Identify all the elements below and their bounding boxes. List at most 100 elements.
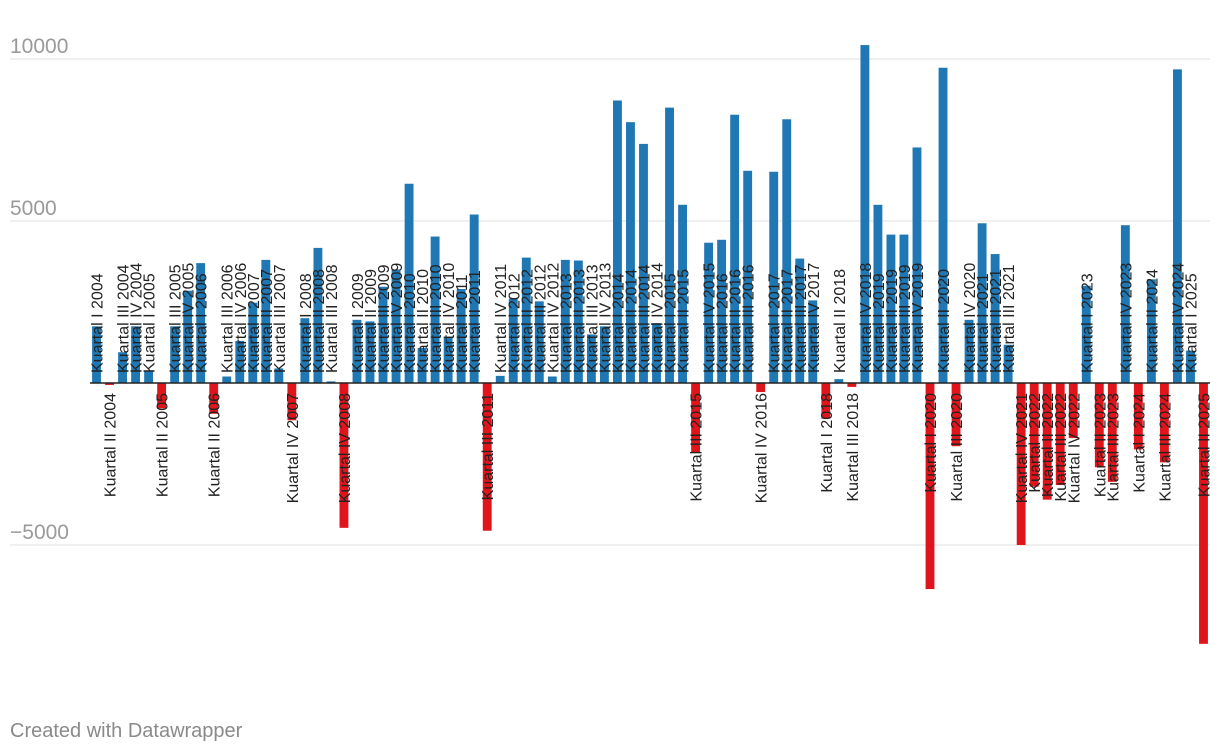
category-label: Kuartal I 2011 bbox=[454, 274, 471, 373]
category-label: Kuartal I 2017 bbox=[767, 273, 784, 373]
bar bbox=[183, 290, 193, 383]
category-label: Kuartal IV 2006 bbox=[233, 263, 250, 373]
bar bbox=[1016, 383, 1026, 545]
category-label: Kuartal IV 2013 bbox=[597, 263, 614, 373]
category-label: Kuartal I 2007 bbox=[246, 273, 263, 373]
bar bbox=[456, 289, 466, 383]
bar bbox=[287, 383, 297, 421]
bar bbox=[1029, 383, 1039, 487]
bar bbox=[417, 348, 427, 383]
category-label: Kuartal III 2005 bbox=[168, 264, 185, 373]
category-label: Kuartal I 2018 bbox=[819, 393, 836, 493]
category-label: Kuartal II 2024 bbox=[1144, 269, 1161, 373]
category-label: Kuartal I 2013 bbox=[558, 273, 575, 373]
bar bbox=[925, 383, 935, 590]
category-label: Kuartal III 2004 bbox=[116, 264, 133, 373]
y-tick-label: 10000 bbox=[10, 35, 68, 58]
category-label: Kuartal II 2009 bbox=[363, 269, 380, 373]
bar bbox=[1186, 350, 1195, 383]
category-label: Kuartal II 2010 bbox=[415, 269, 432, 373]
category-label: Kuartal I 2025 bbox=[1183, 273, 1200, 373]
category-label: Kuartal III 2019 bbox=[897, 264, 914, 373]
y-axis-tick-labels: 10000 5000 −5000 bbox=[10, 35, 69, 544]
bar bbox=[261, 259, 271, 383]
category-label: Kuartal IV 2017 bbox=[806, 263, 823, 373]
bar bbox=[209, 383, 219, 414]
bar bbox=[613, 100, 622, 383]
category-label: Kuartal II 2016 bbox=[728, 269, 745, 373]
bar bbox=[118, 352, 127, 383]
bar bbox=[912, 147, 922, 383]
category-label: Kuartal II 2017 bbox=[780, 269, 797, 373]
category-label: Kuartal I 2016 bbox=[715, 273, 732, 373]
category-label: Kuartal I 2014 bbox=[610, 273, 627, 373]
bar bbox=[391, 269, 401, 383]
category-label: Kuartal II 2011 bbox=[467, 270, 484, 373]
bar bbox=[782, 119, 792, 383]
category-label: Kuartal I 2008 bbox=[298, 273, 315, 373]
y-tick-label: 5000 bbox=[10, 197, 57, 220]
category-label: Kuartal I 2024 bbox=[1131, 393, 1148, 493]
category-label: Kuartal II 2004 bbox=[103, 393, 120, 497]
category-label: Kuartal II 2012 bbox=[519, 269, 536, 373]
category-label: Kuartal IV 2015 bbox=[702, 263, 719, 373]
credit-text: Created with Datawrapper bbox=[10, 720, 243, 742]
category-label: Kuartal III 2022 bbox=[1053, 393, 1070, 502]
category-label: Kuartal II 2021 bbox=[988, 269, 1005, 373]
category-label: Kuartal III 2012 bbox=[532, 264, 549, 373]
bar bbox=[834, 379, 844, 383]
category-label: Kuartal II 2008 bbox=[311, 269, 328, 373]
bars bbox=[92, 45, 1208, 644]
bar bbox=[105, 383, 114, 385]
category-label: Kuartal IV 2005 bbox=[181, 263, 198, 373]
bar bbox=[430, 236, 440, 383]
category-label: Kuartal I 2020 bbox=[923, 393, 940, 493]
category-label: Kuartal IV 2020 bbox=[962, 263, 979, 373]
bar bbox=[170, 326, 180, 383]
category-label: Kuartal III 2013 bbox=[584, 264, 601, 373]
bar bbox=[235, 340, 245, 383]
category-label: Kuartal I 2004 bbox=[90, 273, 107, 373]
bar bbox=[144, 370, 154, 383]
category-label: Kuartal III 2023 bbox=[1105, 393, 1122, 502]
category-label: Kuartal IV 2014 bbox=[650, 263, 667, 373]
category-label: Kuartal III 2021 bbox=[1001, 264, 1018, 373]
bar bbox=[560, 259, 570, 383]
category-label: Kuartal IV 2016 bbox=[754, 393, 771, 503]
bar bbox=[1199, 383, 1208, 644]
bar bbox=[873, 204, 883, 383]
bar-chart: 10000 5000 −5000 Kuartal I 2004 Kuartal II … bbox=[10, 35, 1214, 644]
category-label: Kuartal II 2023 bbox=[1092, 393, 1109, 497]
bar bbox=[222, 376, 232, 383]
category-labels: Kuartal I 2004 Kuartal II 2004 Kuartal III… bbox=[90, 263, 1214, 504]
category-label: Kuartal I 2010 bbox=[402, 273, 419, 373]
category-label: Kuartal IV 2022 bbox=[1066, 393, 1083, 503]
bar bbox=[157, 383, 167, 409]
category-label: Kuartal III 2007 bbox=[272, 264, 289, 373]
category-label: Kuartal I 2012 bbox=[506, 273, 523, 373]
category-label: Kuartal I 2019 bbox=[871, 273, 888, 373]
bar bbox=[365, 321, 375, 383]
category-label: Kuartal IV 2007 bbox=[285, 393, 302, 503]
category-label: Kuartal II 2020 bbox=[936, 269, 953, 373]
bar bbox=[599, 326, 609, 383]
category-label: Kuartal IV 2010 bbox=[441, 263, 458, 373]
bar bbox=[691, 383, 701, 453]
bar bbox=[652, 323, 661, 383]
category-label: Kuartal IV 2024 bbox=[1170, 263, 1187, 373]
bar bbox=[1146, 279, 1156, 383]
bar bbox=[1107, 383, 1117, 482]
category-label: Kuartal II 2022 bbox=[1040, 393, 1057, 497]
bar bbox=[678, 204, 687, 383]
bar bbox=[899, 234, 909, 383]
bar bbox=[990, 254, 1000, 383]
category-label: Kuartal IV 2021 bbox=[1014, 393, 1031, 503]
bar bbox=[547, 376, 557, 383]
bar bbox=[339, 383, 349, 528]
category-label: Kuartal III 2008 bbox=[324, 264, 341, 373]
bar bbox=[795, 258, 805, 383]
bar bbox=[847, 383, 857, 387]
category-label: Kuartal II 2015 bbox=[676, 269, 693, 373]
category-label: Kuartal IV 2012 bbox=[545, 263, 562, 373]
category-label: Kuartal I 2015 bbox=[663, 273, 680, 373]
